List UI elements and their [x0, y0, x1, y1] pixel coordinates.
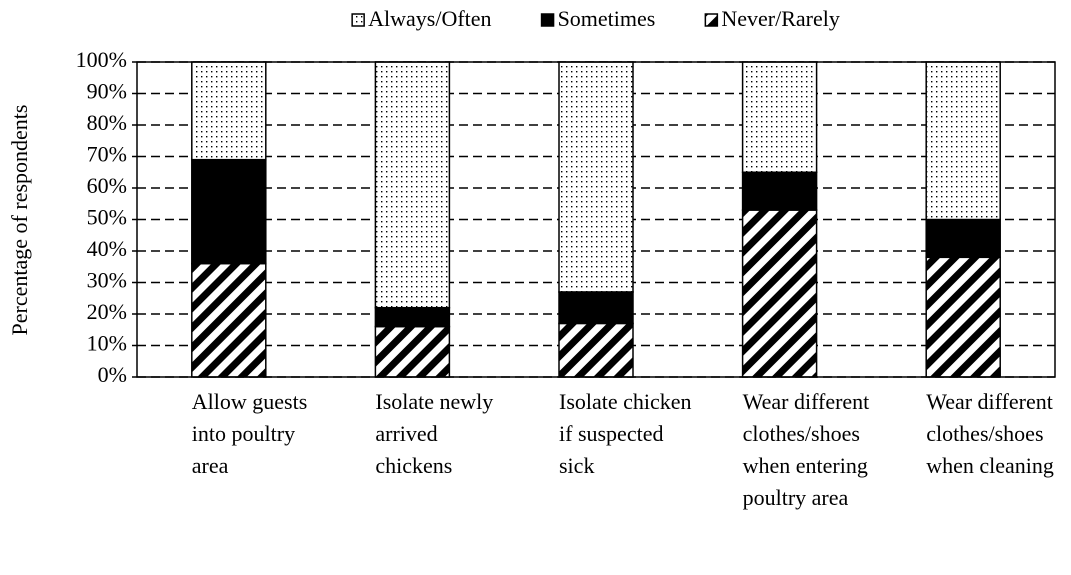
y-tick-label: 70%: [87, 142, 127, 167]
plot-frame: [136, 61, 1056, 378]
y-tick-label: 90%: [87, 79, 127, 104]
legend-swatch: [704, 13, 719, 27]
bar-segment: [925, 218, 1001, 259]
bar-segment: [374, 325, 451, 378]
x-tick-label: Wear different clothes/shoes when cleani…: [926, 389, 1054, 478]
bar-segment: [374, 61, 451, 309]
x-tick-label: Wear different clothes/shoes when enteri…: [742, 389, 870, 510]
y-tick-label: 40%: [87, 236, 127, 261]
bar-segment: [558, 291, 634, 325]
bar-segment: [925, 256, 1001, 378]
bar-segment: [191, 158, 267, 265]
bar-segment: [741, 171, 818, 211]
legend-label: Sometimes: [558, 6, 656, 31]
y-tick-label: 80%: [87, 110, 127, 135]
x-tick-label: Isolate newly arrived chickens: [375, 389, 494, 478]
bar-segment: [741, 209, 818, 378]
bar-segment: [558, 61, 634, 293]
legend-swatch: [351, 13, 365, 27]
x-tick-label: Isolate chicken if suspected sick: [559, 389, 692, 478]
y-tick-label: 10%: [87, 331, 127, 356]
y-tick-label: 50%: [87, 205, 127, 230]
bar-segment: [191, 262, 267, 378]
y-tick-label: 100%: [76, 47, 127, 72]
legend-label: Always/Often: [368, 6, 491, 31]
legend-label: Never/Rarely: [721, 6, 840, 31]
bar-segment: [741, 61, 818, 173]
y-tick-label: 60%: [87, 173, 127, 198]
y-axis-label: Percentage of respondents: [7, 105, 32, 336]
x-tick-label: Allow guests into poultry area: [191, 389, 308, 478]
bar-segment: [374, 306, 451, 328]
y-tick-label: 0%: [98, 362, 127, 387]
y-tick-label: 20%: [87, 299, 127, 324]
legend-swatch: [540, 13, 555, 27]
y-tick-label: 30%: [87, 268, 127, 293]
bar-segment: [191, 61, 267, 161]
bar-segment: [558, 322, 634, 378]
bar-segment: [925, 61, 1001, 221]
